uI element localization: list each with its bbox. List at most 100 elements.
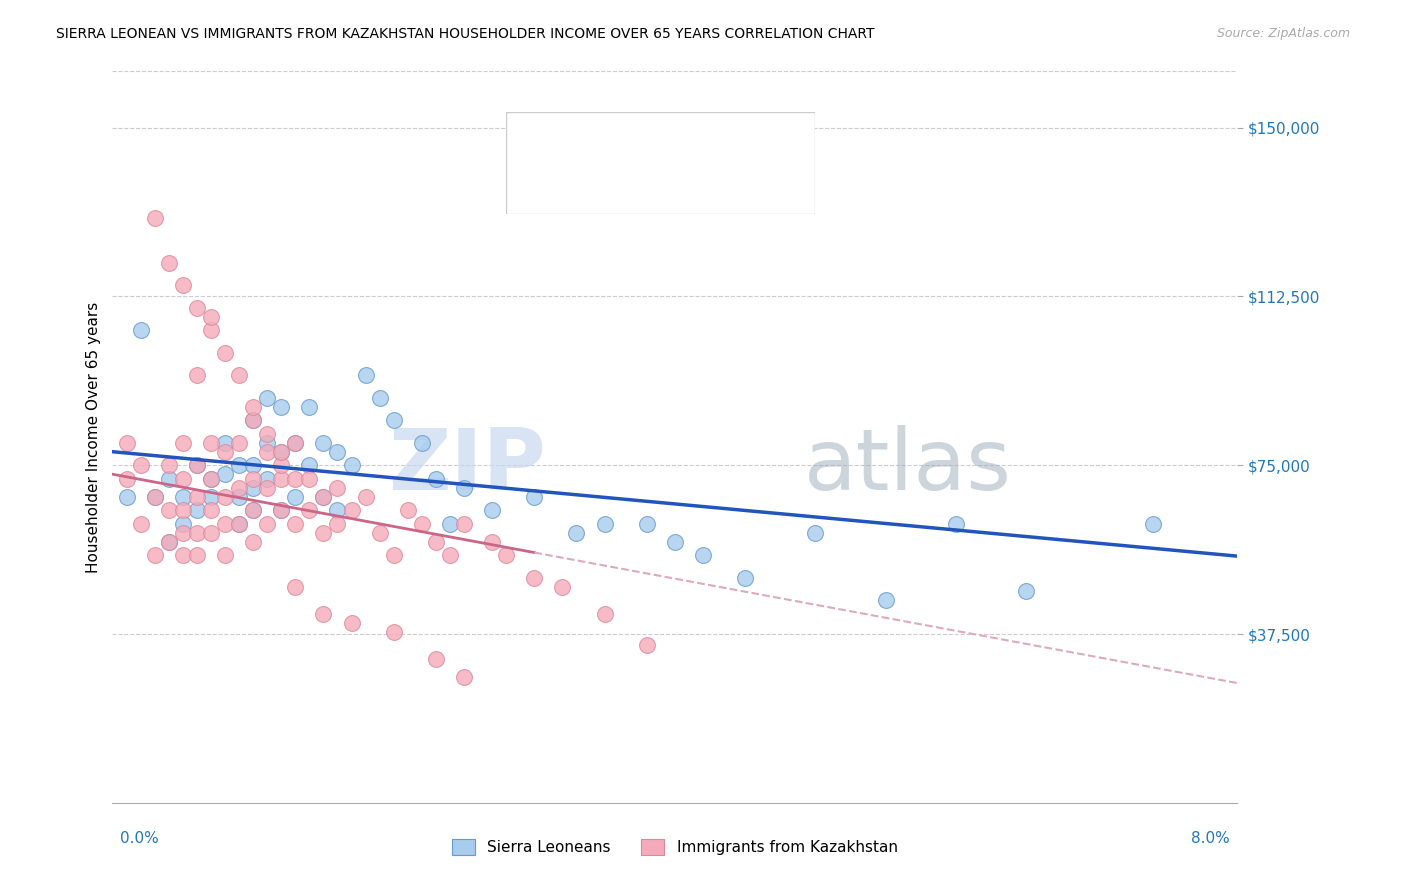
Point bbox=[172, 525, 194, 540]
Point bbox=[284, 435, 307, 450]
Legend: Sierra Leoneans, Immigrants from Kazakhstan: Sierra Leoneans, Immigrants from Kazakhs… bbox=[446, 833, 904, 861]
Point bbox=[481, 534, 503, 549]
Point bbox=[186, 301, 208, 315]
Point bbox=[200, 435, 222, 450]
Point bbox=[129, 458, 152, 473]
Point bbox=[270, 444, 292, 458]
Text: atlas: atlas bbox=[804, 425, 1012, 508]
Point bbox=[326, 503, 349, 517]
Point bbox=[200, 472, 222, 486]
Point bbox=[200, 503, 222, 517]
Point bbox=[115, 490, 138, 504]
Point bbox=[326, 481, 349, 495]
Point bbox=[340, 458, 363, 473]
Point bbox=[439, 516, 461, 531]
Point bbox=[129, 516, 152, 531]
Point bbox=[172, 548, 194, 562]
Point bbox=[157, 458, 180, 473]
Point bbox=[256, 426, 278, 441]
Point bbox=[340, 503, 363, 517]
Point bbox=[354, 368, 377, 383]
FancyBboxPatch shape bbox=[506, 112, 815, 214]
Point bbox=[157, 503, 180, 517]
Point bbox=[214, 467, 236, 482]
Point bbox=[298, 472, 321, 486]
Point bbox=[481, 503, 503, 517]
Point bbox=[523, 490, 546, 504]
Point bbox=[200, 472, 222, 486]
Point bbox=[284, 472, 307, 486]
Point bbox=[200, 310, 222, 324]
Point bbox=[228, 516, 250, 531]
Point bbox=[593, 607, 616, 621]
Point bbox=[453, 516, 475, 531]
Point bbox=[396, 503, 419, 517]
Point bbox=[284, 580, 307, 594]
Point bbox=[453, 670, 475, 684]
Point bbox=[270, 472, 292, 486]
Point bbox=[875, 593, 897, 607]
Point bbox=[172, 278, 194, 293]
Point bbox=[200, 525, 222, 540]
Point bbox=[312, 607, 335, 621]
Text: 8.0%: 8.0% bbox=[1191, 831, 1230, 847]
Point bbox=[298, 503, 321, 517]
Point bbox=[664, 534, 686, 549]
Point bbox=[593, 516, 616, 531]
Point bbox=[692, 548, 714, 562]
Text: 0.0%: 0.0% bbox=[120, 831, 159, 847]
Point bbox=[298, 400, 321, 414]
Point bbox=[326, 444, 349, 458]
Point bbox=[242, 503, 264, 517]
Point bbox=[453, 481, 475, 495]
Point bbox=[228, 481, 250, 495]
Point bbox=[284, 435, 307, 450]
Point bbox=[734, 571, 756, 585]
Point bbox=[425, 534, 447, 549]
Point bbox=[256, 472, 278, 486]
Point bbox=[242, 472, 264, 486]
Point bbox=[214, 516, 236, 531]
Point bbox=[636, 516, 658, 531]
Point bbox=[945, 516, 967, 531]
Point bbox=[495, 548, 517, 562]
Point bbox=[256, 391, 278, 405]
Point bbox=[1015, 584, 1038, 599]
Point bbox=[270, 503, 292, 517]
Point bbox=[172, 490, 194, 504]
Point bbox=[425, 472, 447, 486]
Point bbox=[214, 435, 236, 450]
Point bbox=[242, 534, 264, 549]
Point bbox=[804, 525, 827, 540]
Point bbox=[411, 516, 433, 531]
Point bbox=[172, 435, 194, 450]
Point bbox=[186, 548, 208, 562]
Point bbox=[256, 481, 278, 495]
Point bbox=[157, 472, 180, 486]
FancyBboxPatch shape bbox=[517, 121, 551, 156]
Point bbox=[270, 444, 292, 458]
Point bbox=[1142, 516, 1164, 531]
Point bbox=[143, 490, 166, 504]
Point bbox=[270, 458, 292, 473]
Point bbox=[382, 548, 405, 562]
Text: SIERRA LEONEAN VS IMMIGRANTS FROM KAZAKHSTAN HOUSEHOLDER INCOME OVER 65 YEARS CO: SIERRA LEONEAN VS IMMIGRANTS FROM KAZAKH… bbox=[56, 27, 875, 41]
Point bbox=[143, 548, 166, 562]
Point bbox=[565, 525, 588, 540]
Point bbox=[200, 490, 222, 504]
Point bbox=[172, 503, 194, 517]
Point bbox=[242, 503, 264, 517]
Point bbox=[172, 472, 194, 486]
Point bbox=[228, 458, 250, 473]
Point bbox=[186, 503, 208, 517]
FancyBboxPatch shape bbox=[517, 168, 551, 202]
Point bbox=[284, 516, 307, 531]
Point bbox=[256, 435, 278, 450]
Point bbox=[256, 516, 278, 531]
Point bbox=[228, 368, 250, 383]
Point bbox=[186, 525, 208, 540]
Point bbox=[186, 458, 208, 473]
Point bbox=[298, 458, 321, 473]
Point bbox=[186, 458, 208, 473]
Point bbox=[368, 525, 391, 540]
